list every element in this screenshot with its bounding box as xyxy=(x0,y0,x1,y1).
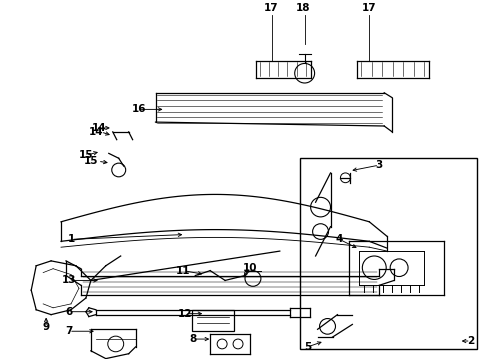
Text: 6: 6 xyxy=(65,307,73,317)
Text: 9: 9 xyxy=(43,322,49,332)
Text: 17: 17 xyxy=(362,3,377,13)
Text: 4: 4 xyxy=(336,234,343,244)
Text: 11: 11 xyxy=(176,266,191,276)
Text: 15: 15 xyxy=(79,150,93,160)
Text: 5: 5 xyxy=(304,342,311,352)
Text: 12: 12 xyxy=(178,309,193,319)
Text: 7: 7 xyxy=(65,326,73,336)
Text: 16: 16 xyxy=(131,104,146,114)
Bar xyxy=(300,158,477,349)
Text: 8: 8 xyxy=(190,334,197,344)
Text: 1: 1 xyxy=(67,234,74,244)
Text: 14: 14 xyxy=(89,127,103,137)
Text: 18: 18 xyxy=(295,3,310,13)
Text: 13: 13 xyxy=(62,275,76,285)
Bar xyxy=(192,310,234,331)
Text: 14: 14 xyxy=(92,123,106,133)
Text: 10: 10 xyxy=(243,263,257,273)
Text: 17: 17 xyxy=(264,3,278,13)
Text: 2: 2 xyxy=(467,336,474,346)
Text: 15: 15 xyxy=(84,156,98,166)
Text: 3: 3 xyxy=(376,160,383,170)
